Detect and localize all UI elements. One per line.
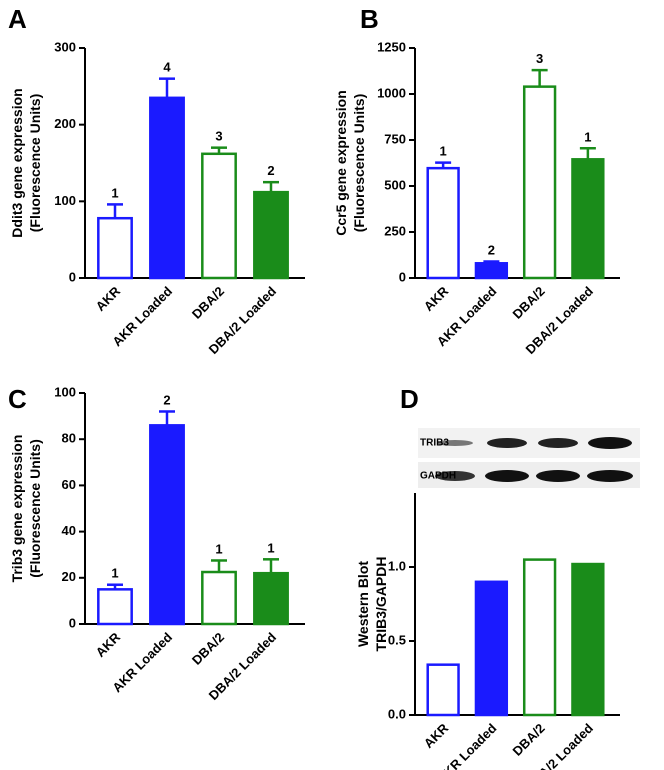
panel-label: C xyxy=(8,384,27,414)
y-tick-label: 500 xyxy=(384,177,406,192)
y-tick-label: 1.0 xyxy=(388,558,406,573)
bar xyxy=(97,588,133,626)
y-tick-label: 0.0 xyxy=(388,706,406,721)
y-axis-label: (Fluorescence Units) xyxy=(27,439,43,577)
x-tick-label: DBA/2 xyxy=(510,721,548,759)
y-tick-label: 1250 xyxy=(377,39,406,54)
y-tick-label: 100 xyxy=(54,193,76,208)
group-label: 1 xyxy=(111,566,118,581)
y-axis-label: TRIB3/GAPDH xyxy=(373,557,389,652)
y-tick-label: 750 xyxy=(384,131,406,146)
bar xyxy=(97,216,133,280)
y-axis-label: Ddit3 gene expression xyxy=(9,88,25,237)
x-tick-label: DBA/2 xyxy=(510,284,548,322)
bar xyxy=(201,152,237,280)
y-tick-label: 0 xyxy=(69,269,76,284)
x-tick-label: AKR xyxy=(93,283,124,314)
y-tick-label: 40 xyxy=(62,523,76,538)
y-tick-label: 80 xyxy=(62,431,76,446)
x-tick-label: AKR xyxy=(93,629,124,660)
group-label: 2 xyxy=(488,242,495,257)
group-label: 3 xyxy=(536,51,543,66)
y-tick-label: 100 xyxy=(54,384,76,399)
blot-label: GAPDH xyxy=(420,471,456,482)
bar xyxy=(522,558,557,717)
y-axis-label: Ccr5 gene expression xyxy=(333,90,349,236)
y-axis-label: (Fluorescence Units) xyxy=(351,94,367,232)
group-label: 2 xyxy=(163,392,170,407)
y-tick-label: 60 xyxy=(62,477,76,492)
bar xyxy=(426,166,460,280)
bar xyxy=(201,570,237,626)
y-tick-label: 200 xyxy=(54,116,76,131)
group-label: 3 xyxy=(215,129,222,144)
y-axis-label: Trib3 gene expression xyxy=(9,435,25,583)
y-tick-label: 250 xyxy=(384,223,406,238)
group-label: 2 xyxy=(267,163,274,178)
bar xyxy=(253,571,289,626)
bar xyxy=(149,96,185,280)
bar xyxy=(149,424,185,626)
bar xyxy=(253,190,289,280)
group-label: 1 xyxy=(111,185,118,200)
bar xyxy=(571,158,605,280)
bar xyxy=(426,663,460,717)
panel-label: B xyxy=(360,4,379,34)
group-label: 1 xyxy=(584,129,591,144)
blot-image xyxy=(418,428,640,488)
y-tick-label: 300 xyxy=(54,39,76,54)
panel-label: D xyxy=(400,384,419,414)
blot-label: TRIB3 xyxy=(420,438,449,449)
y-axis-label: (Fluorescence Units) xyxy=(27,94,43,232)
bar xyxy=(474,580,509,717)
y-tick-label: 0.5 xyxy=(388,632,406,647)
x-tick-label: AKR xyxy=(421,720,452,751)
group-label: 4 xyxy=(163,60,171,75)
y-axis-label: Western Blot xyxy=(355,561,371,647)
bar xyxy=(522,85,557,280)
group-label: 1 xyxy=(440,144,447,159)
y-tick-label: 20 xyxy=(62,569,76,584)
y-tick-label: 0 xyxy=(69,615,76,630)
bar xyxy=(474,262,509,280)
group-label: 1 xyxy=(215,541,222,556)
group-label: 1 xyxy=(267,540,274,555)
bar xyxy=(571,562,605,717)
x-tick-label: DBA/2 xyxy=(189,284,227,322)
y-tick-label: 1000 xyxy=(377,85,406,100)
x-tick-label: DBA/2 xyxy=(189,630,227,668)
panel-label: A xyxy=(8,4,27,34)
x-tick-label: AKR xyxy=(421,283,452,314)
y-tick-label: 0 xyxy=(399,269,406,284)
